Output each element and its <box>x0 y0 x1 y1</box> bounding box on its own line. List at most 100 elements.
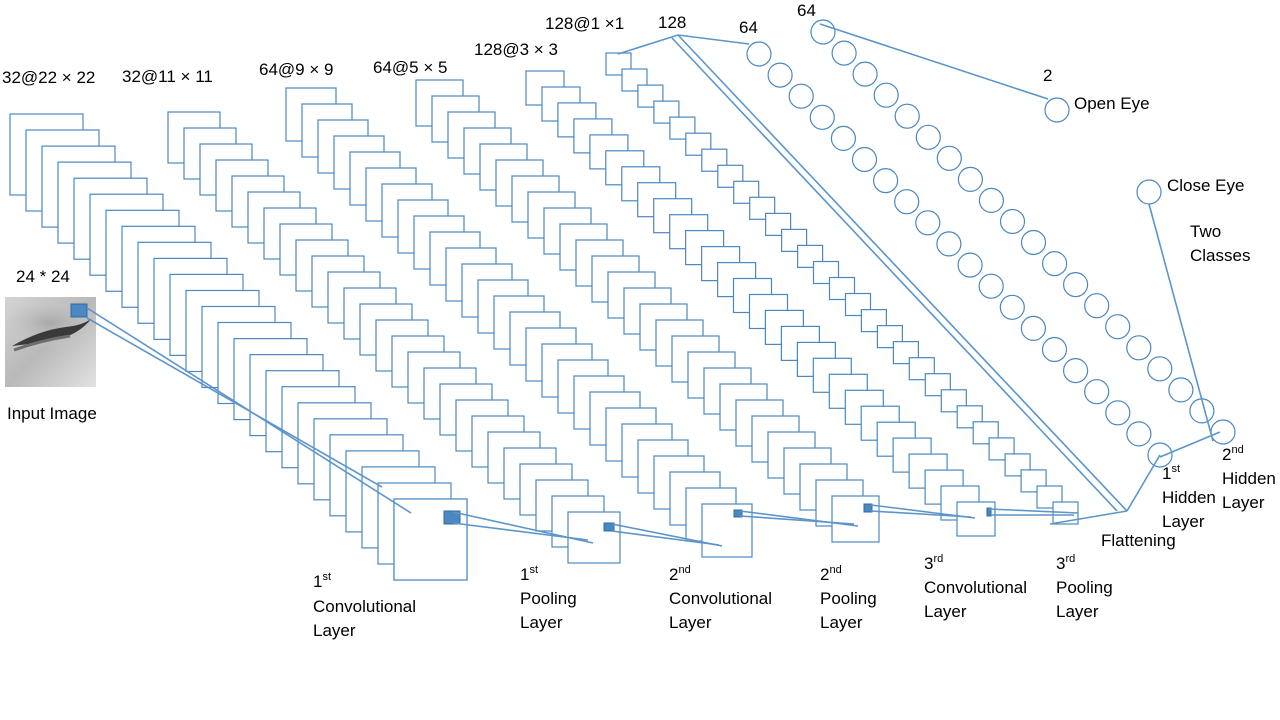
pool1-highlight <box>603 522 615 532</box>
two-classes-label-line2: Classes <box>1190 246 1250 265</box>
hidden2-neuron <box>873 82 899 108</box>
hidden2-neuron <box>1084 293 1110 319</box>
hidden2-neuron <box>978 187 1005 213</box>
pool2-highlight <box>863 503 873 513</box>
hidden1-neuron <box>978 273 1004 299</box>
hidden2-neuron <box>936 145 962 171</box>
pool3-layer-label: 3rd Pooling Layer <box>1056 553 1113 621</box>
svg-text:1st: 1st <box>1162 463 1180 483</box>
svg-text:2nd: 2nd <box>820 564 842 584</box>
conv2-highlight <box>733 509 743 518</box>
two-classes-label-line1: Two <box>1190 222 1221 241</box>
hidden2-neuron <box>957 166 984 192</box>
hidden2-neuron <box>894 103 920 129</box>
conv1-dimension-label: 32@22 × 22 <box>2 68 95 87</box>
pool3-dimension-label: 128@1 ×1 <box>545 14 624 33</box>
flattening-label: Flattening <box>1101 531 1176 550</box>
hidden2-neuron <box>831 40 857 66</box>
hidden2-layer-label: 2nd Hidden Layer <box>1222 444 1276 512</box>
svg-text:Layer: Layer <box>520 613 563 632</box>
conv1-feature-maps <box>9 113 468 581</box>
svg-text:2nd: 2nd <box>669 564 691 584</box>
svg-text:2nd: 2nd <box>1222 444 1244 464</box>
hidden2-neuron <box>810 19 836 45</box>
hidden2-neuron <box>852 61 878 87</box>
hidden2-neuron <box>1210 419 1236 445</box>
hidden1-neuron <box>915 210 941 236</box>
hidden2-count-label: 64 <box>797 1 816 20</box>
hidden1-neuron <box>767 62 793 88</box>
conv2-feature-maps <box>285 87 753 558</box>
pool2-feature-maps <box>415 79 880 543</box>
pool3-feature-maps <box>605 52 1079 525</box>
svg-text:Hidden: Hidden <box>1162 488 1216 507</box>
hidden1-neuron <box>894 189 920 215</box>
svg-text:3rd: 3rd <box>1056 553 1075 573</box>
open-eye-node <box>1044 97 1070 123</box>
close-eye-label: Close Eye <box>1167 176 1244 195</box>
conv1-highlight <box>443 510 461 525</box>
svg-text:Convolutional: Convolutional <box>313 597 416 616</box>
hidden1-neuron <box>999 294 1025 320</box>
svg-text:Pooling: Pooling <box>1056 578 1113 597</box>
pool2-dimension-label: 64@5 × 5 <box>373 58 447 77</box>
hidden2-neuron <box>1062 272 1089 298</box>
svg-text:Pooling: Pooling <box>820 589 877 608</box>
receptive-field-highlight <box>70 303 88 318</box>
hidden2-neuron <box>1105 314 1131 340</box>
hidden2-neuron <box>1126 335 1152 361</box>
svg-text:Hidden: Hidden <box>1222 469 1276 488</box>
hidden1-neuron <box>851 146 878 173</box>
svg-text:Convolutional: Convolutional <box>669 589 772 608</box>
hidden2-neuron <box>999 208 1026 235</box>
hidden2-neuron <box>1020 229 1047 256</box>
conv3-feature-maps <box>525 70 996 537</box>
svg-text:Layer: Layer <box>313 621 356 640</box>
hidden2-neuron <box>1147 356 1173 382</box>
conv3-highlight <box>986 507 992 517</box>
svg-text:Layer: Layer <box>1222 493 1265 512</box>
svg-text:Layer: Layer <box>820 613 863 632</box>
hidden1-neuron <box>1084 379 1110 405</box>
hidden2-neuron <box>1041 251 1068 277</box>
hidden1-neuron <box>957 252 983 278</box>
hidden1-count-label: 64 <box>739 18 758 37</box>
hidden1-neuron <box>746 41 772 67</box>
pool1-feature-maps <box>167 111 621 564</box>
conv2-layer-label: 2nd Convolutional Layer <box>669 564 772 632</box>
close-eye-node <box>1136 179 1162 205</box>
conv1-layer-label: 1st Convolutional Layer <box>313 571 416 640</box>
conv2-map <box>701 503 753 558</box>
hidden2-neurons <box>810 19 1236 445</box>
hidden1-neuron <box>830 125 857 151</box>
hidden1-neuron <box>1126 421 1152 447</box>
svg-text:Pooling: Pooling <box>520 589 577 608</box>
connection-lines <box>86 23 1221 547</box>
hidden1-neuron <box>936 231 962 257</box>
svg-text:Layer: Layer <box>669 613 712 632</box>
svg-text:Layer: Layer <box>924 602 967 621</box>
conv3-layer-label: 3rd Convolutional Layer <box>924 553 1027 621</box>
flatten-count-label: 128 <box>658 13 686 32</box>
hidden1-neuron <box>1062 358 1089 384</box>
output-count-label: 2 <box>1043 66 1052 85</box>
pool1-dimension-label: 32@11 × 11 <box>122 67 213 86</box>
svg-text:1st: 1st <box>520 564 538 584</box>
hidden1-neuron <box>788 83 814 109</box>
svg-text:3rd: 3rd <box>924 553 943 573</box>
pool1-map <box>567 511 621 564</box>
input-size-label: 24 * 24 <box>16 267 70 286</box>
hidden1-neurons <box>746 41 1173 468</box>
hidden1-neuron <box>872 168 899 194</box>
conv2-dimension-label: 64@9 × 9 <box>259 60 333 79</box>
svg-text:Layer: Layer <box>1056 602 1099 621</box>
hidden2-neuron <box>915 124 941 150</box>
svg-text:Layer: Layer <box>1162 512 1205 531</box>
hidden1-neuron <box>1041 336 1068 363</box>
svg-text:Convolutional: Convolutional <box>924 578 1027 597</box>
hidden1-neuron <box>1020 315 1047 341</box>
pool2-layer-label: 2nd Pooling Layer <box>820 564 877 632</box>
svg-text:1st: 1st <box>313 571 331 591</box>
hidden1-neuron <box>1105 400 1131 426</box>
